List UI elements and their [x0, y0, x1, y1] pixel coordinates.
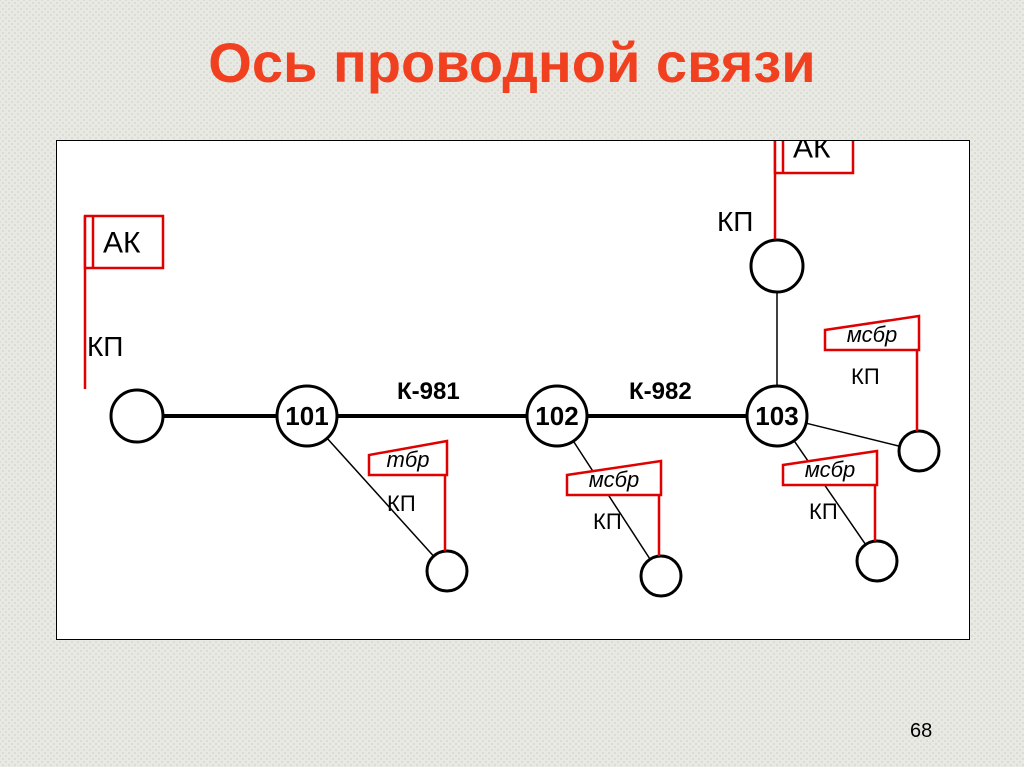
- node-msbr3: [899, 431, 939, 471]
- edge-n102-msbr1: [573, 441, 650, 559]
- node-label-n101: 101: [285, 401, 328, 431]
- node-msbr1: [641, 556, 681, 596]
- flag-label: АК: [793, 141, 831, 164]
- diagram-frame: К-981 К-982 КП АК 101 102 103 КП АК тбр КП мсбр КП мс…: [56, 140, 970, 640]
- kp-label-kp_left: КП: [87, 331, 123, 362]
- edge-label: К-982: [629, 378, 692, 405]
- page-number: 68: [910, 720, 932, 743]
- node-msbr2: [857, 541, 897, 581]
- flag-kp-label: КП: [851, 364, 880, 389]
- flag-label: тбр: [387, 447, 430, 472]
- flag-kp-label: КП: [809, 499, 838, 524]
- node-label-n103: 103: [755, 401, 798, 431]
- flag-label: АК: [103, 226, 141, 259]
- node-tbr: [427, 551, 467, 591]
- edge-n103-msbr3: [806, 423, 899, 446]
- flag-label: мсбр: [805, 457, 855, 482]
- flag-label: мсбр: [589, 467, 639, 492]
- node-kp_left: [111, 390, 163, 442]
- flag-label: мсбр: [847, 322, 897, 347]
- node-label-n102: 102: [535, 401, 578, 431]
- edge-label: К-981: [397, 378, 460, 405]
- slide-title: Ось проводной связи: [0, 30, 1024, 95]
- kp-label-kp_top: КП: [717, 206, 753, 237]
- flag-kp-label: КП: [593, 509, 622, 534]
- node-kp_top: [751, 240, 803, 292]
- flag-kp-label: КП: [387, 491, 416, 516]
- diagram-svg: К-981 К-982 КП АК 101 102 103 КП АК тбр КП мсбр КП мс…: [57, 141, 969, 639]
